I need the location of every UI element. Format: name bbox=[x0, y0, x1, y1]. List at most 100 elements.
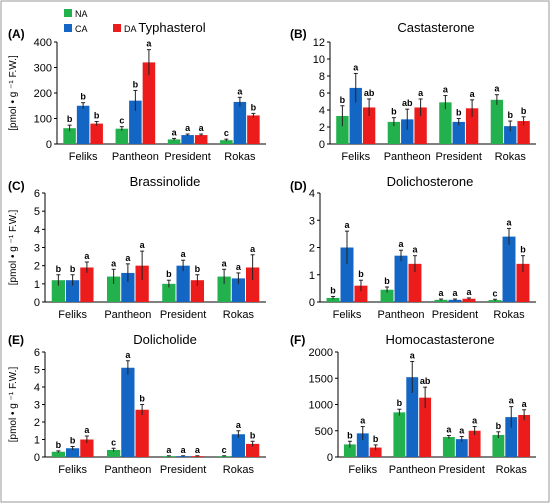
significance-letter: b bbox=[67, 114, 73, 124]
significance-letter: a bbox=[236, 262, 242, 272]
y-tick-label: 6 bbox=[34, 188, 40, 200]
x-tick-label: Feliks bbox=[58, 309, 87, 321]
panel-5: (E) Dolicholide 0 1 2 3 4 5 6 [pmol • g ⁻¹ F.W.] F… bbox=[8, 332, 266, 476]
y-tick-label: 100 bbox=[34, 114, 52, 126]
x-tick-label: President bbox=[160, 464, 206, 476]
significance-letter: c bbox=[119, 116, 124, 126]
bar-ca bbox=[505, 417, 518, 457]
panel-6: (F) Homocastasterone 0 500 1000 1500 2000 Felik… bbox=[290, 332, 536, 476]
panel-label: (A) bbox=[8, 27, 25, 41]
bar-da bbox=[90, 123, 103, 144]
bar-na bbox=[106, 276, 121, 302]
bar-da bbox=[408, 263, 422, 302]
x-tick-label: Pantheon bbox=[389, 464, 436, 476]
y-tick-label: 10 bbox=[313, 54, 325, 66]
significance-letter: b bbox=[94, 111, 100, 121]
bar-ca bbox=[233, 101, 247, 144]
significance-letter: b bbox=[521, 106, 527, 116]
y-tick-label: 200 bbox=[34, 88, 52, 100]
bar-da bbox=[414, 107, 427, 144]
y-tick-label: 0 bbox=[327, 452, 333, 464]
bar-na bbox=[488, 300, 502, 302]
y-tick-label: 6 bbox=[319, 88, 325, 100]
bar-na bbox=[162, 283, 176, 302]
bar-ca bbox=[231, 434, 246, 457]
bar-ca bbox=[176, 456, 190, 457]
bar-ca bbox=[340, 247, 354, 302]
significance-letter: b bbox=[250, 430, 256, 440]
x-tick-label: President bbox=[436, 151, 482, 163]
y-tick-label: 300 bbox=[34, 63, 52, 75]
x-tick-label: Pantheon bbox=[104, 464, 151, 476]
significance-letter: a bbox=[199, 123, 205, 133]
significance-letter: a bbox=[412, 245, 418, 255]
chart-title: Castasterone bbox=[397, 20, 474, 35]
chart-title: Typhasterol bbox=[138, 20, 205, 35]
significance-letter: b bbox=[139, 394, 145, 404]
y-tick-label: 2 bbox=[34, 261, 40, 273]
bar-ca bbox=[349, 87, 362, 144]
significance-letter: a bbox=[418, 88, 424, 98]
significance-letter: a bbox=[146, 39, 152, 49]
bar-na bbox=[490, 99, 504, 144]
significance-letter: a bbox=[125, 253, 131, 263]
significance-letter: a bbox=[494, 84, 500, 94]
panel-label: (F) bbox=[290, 333, 305, 347]
significance-letter: b bbox=[508, 110, 514, 120]
bar-da bbox=[190, 280, 205, 302]
significance-letter: a bbox=[185, 123, 191, 133]
x-tick-label: President bbox=[439, 464, 485, 476]
y-tick-label: 6 bbox=[34, 347, 40, 359]
significance-letter: a bbox=[166, 445, 172, 455]
bar-da bbox=[468, 430, 481, 457]
y-tick-label: 0 bbox=[309, 297, 315, 309]
chart-title: Dolichosterone bbox=[387, 174, 474, 189]
bar-na bbox=[217, 456, 231, 457]
significance-letter: a bbox=[398, 239, 404, 249]
bar-na bbox=[63, 128, 76, 144]
significance-letter: c bbox=[493, 288, 498, 298]
bar-na bbox=[439, 102, 452, 144]
bar-da bbox=[135, 409, 149, 457]
bar-na bbox=[434, 299, 448, 302]
bar-ca bbox=[504, 126, 517, 144]
significance-letter: a bbox=[443, 85, 449, 95]
y-tick-label: 500 bbox=[315, 426, 333, 438]
y-tick-label: 8 bbox=[319, 71, 325, 83]
y-tick-label: 12 bbox=[313, 37, 325, 49]
significance-letter: b bbox=[70, 436, 76, 446]
bar-da bbox=[465, 108, 479, 144]
significance-letter: a bbox=[237, 86, 243, 96]
significance-letter: a bbox=[470, 89, 476, 99]
legend-label: CA bbox=[75, 24, 88, 34]
bar-ca bbox=[356, 433, 369, 457]
panel-label: (C) bbox=[8, 179, 25, 193]
significance-letter: a bbox=[172, 127, 178, 137]
significance-letter: b bbox=[330, 286, 336, 296]
bar-da bbox=[517, 121, 530, 144]
significance-letter: a bbox=[506, 217, 512, 227]
significance-letter: b bbox=[520, 245, 526, 255]
panel-2: (B) Castasterone024681012FeliksbaabPanthe… bbox=[290, 20, 536, 163]
bar-ca bbox=[121, 367, 135, 457]
bar-ca bbox=[181, 135, 194, 144]
x-tick-label: Pantheon bbox=[112, 151, 159, 163]
bar-ca bbox=[121, 272, 135, 302]
y-tick-label: 0 bbox=[46, 139, 52, 151]
significance-letter: a bbox=[140, 240, 146, 250]
y-tick-label: 1 bbox=[34, 279, 40, 291]
significance-letter: ab bbox=[420, 376, 431, 386]
chart-title: Brassinolide bbox=[130, 174, 201, 189]
significance-letter: a bbox=[195, 445, 201, 455]
y-tick-label: 1 bbox=[309, 270, 315, 282]
y-tick-label: 4 bbox=[319, 105, 325, 117]
legend-label: DA bbox=[124, 24, 137, 34]
x-tick-label: Pantheon bbox=[104, 309, 151, 321]
y-tick-label: 4 bbox=[309, 188, 315, 200]
y-tick-label: 1 bbox=[34, 435, 40, 447]
significance-letter: b bbox=[70, 264, 76, 274]
bar-ca bbox=[129, 100, 142, 144]
significance-letter: a bbox=[222, 258, 228, 268]
bar-na bbox=[106, 450, 121, 457]
